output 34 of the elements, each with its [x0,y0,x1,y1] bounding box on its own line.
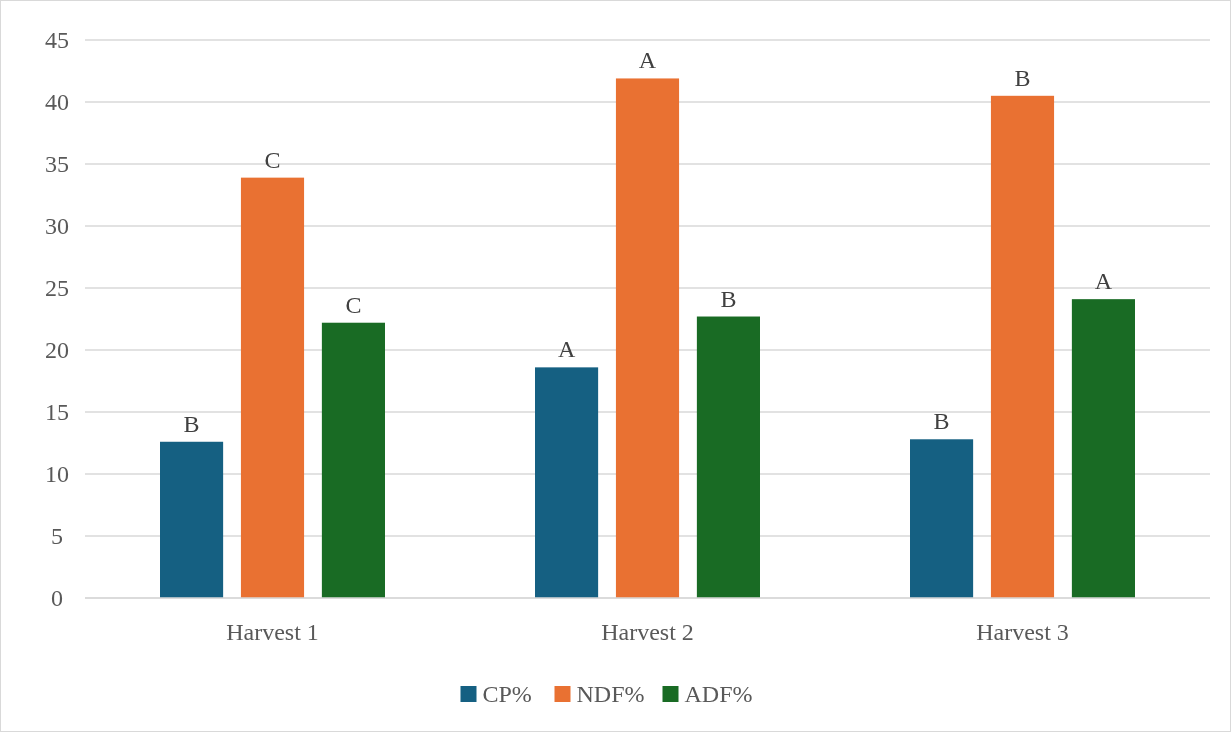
data-label: B [1014,64,1031,91]
legend-label: ADF% [684,681,753,708]
legend-label: NDF% [576,681,645,708]
y-tick-label: 30 [45,213,69,240]
y-tick-label: 10 [45,461,69,488]
y-tick-label: 0 [51,585,63,612]
y-tick-label: 5 [51,523,63,550]
bar [990,95,1055,598]
data-label: B [933,408,950,435]
data-label: C [264,146,281,173]
y-tick-label: 20 [45,337,69,364]
bar [321,322,385,598]
x-tick-label: Harvest 1 [226,619,319,645]
data-label: A [557,336,576,363]
y-tick-label: 25 [45,275,69,302]
bar [910,439,974,598]
bar [240,177,305,598]
data-label: C [345,291,362,318]
x-tick-label: Harvest 3 [976,619,1069,645]
y-tick-label: 35 [45,151,69,178]
data-label: B [720,285,737,312]
x-tick-label: Harvest 2 [601,619,694,645]
legend-label: CP% [482,681,532,708]
bar [615,78,680,598]
y-tick-label: 45 [45,27,69,54]
bar [160,441,224,598]
y-tick-label: 40 [45,89,69,116]
bar [535,367,599,598]
data-label: A [1094,268,1113,295]
bar [1071,299,1135,598]
data-label: A [638,47,657,74]
y-tick-label: 15 [45,399,69,426]
data-label: B [183,410,200,437]
bar [696,316,760,598]
